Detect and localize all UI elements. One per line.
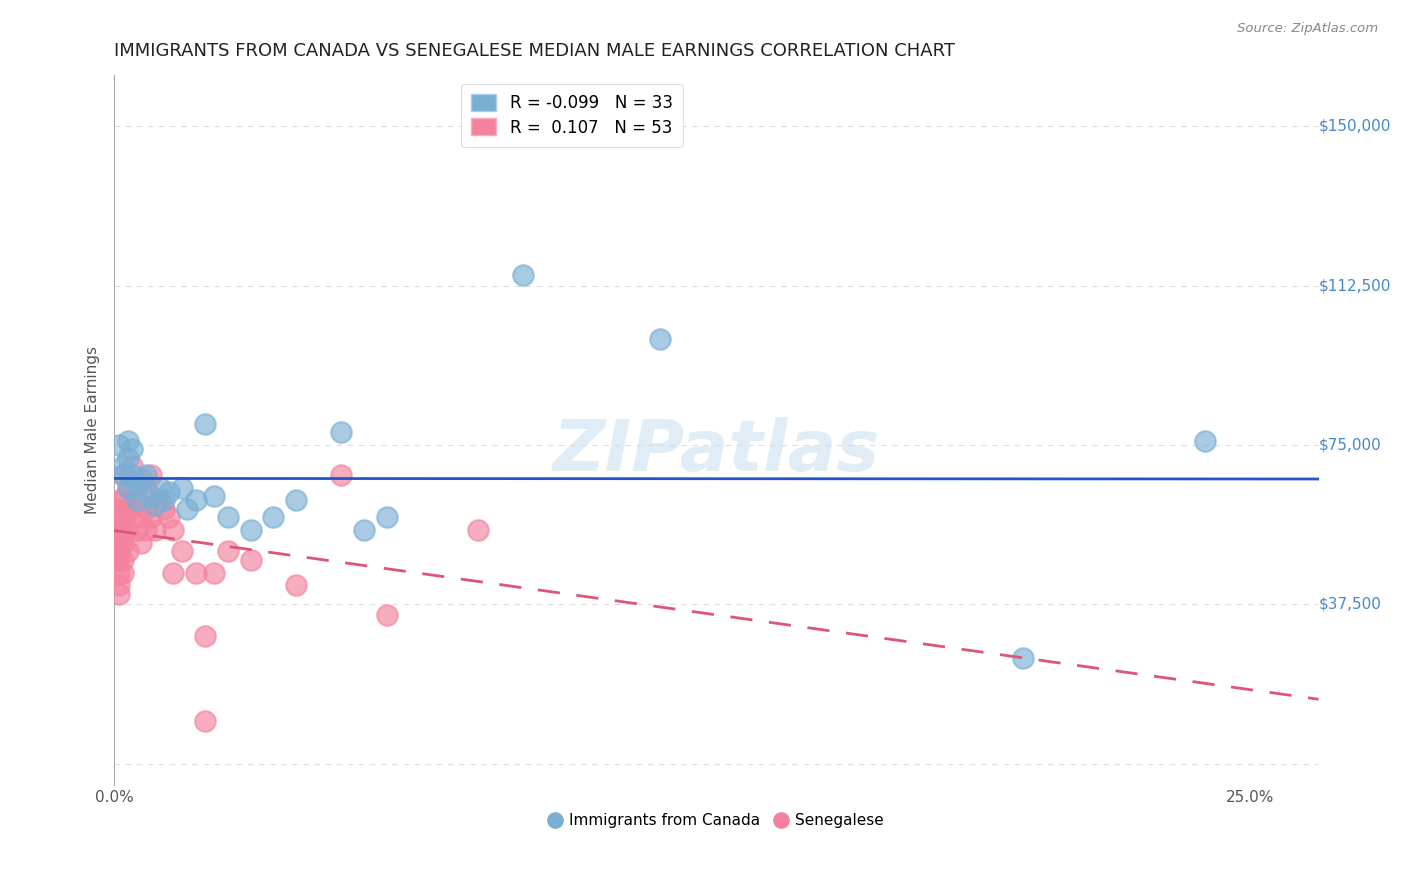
Point bbox=[125, 481, 148, 495]
Point bbox=[117, 434, 139, 448]
Point bbox=[121, 481, 143, 495]
Point bbox=[375, 510, 398, 524]
Point bbox=[135, 501, 157, 516]
Point bbox=[121, 501, 143, 516]
Point bbox=[107, 578, 129, 592]
Y-axis label: Median Male Earnings: Median Male Earnings bbox=[86, 346, 100, 514]
Point bbox=[184, 566, 207, 580]
Point bbox=[117, 450, 139, 465]
Point bbox=[512, 268, 534, 282]
Point bbox=[135, 481, 157, 495]
Point bbox=[194, 417, 217, 431]
Point bbox=[112, 467, 135, 482]
Point bbox=[353, 523, 375, 537]
Point bbox=[157, 510, 180, 524]
Point bbox=[194, 629, 217, 643]
Point bbox=[107, 553, 129, 567]
Point bbox=[107, 438, 129, 452]
Text: IMMIGRANTS FROM CANADA VS SENEGALESE MEDIAN MALE EARNINGS CORRELATION CHART: IMMIGRANTS FROM CANADA VS SENEGALESE MED… bbox=[114, 42, 955, 60]
Point bbox=[121, 467, 143, 482]
Point bbox=[202, 566, 225, 580]
Point bbox=[194, 714, 217, 729]
Point bbox=[112, 566, 135, 580]
Point bbox=[117, 481, 139, 495]
Legend: Immigrants from Canada, Senegalese: Immigrants from Canada, Senegalese bbox=[543, 807, 890, 834]
Text: $150,000: $150,000 bbox=[1319, 119, 1391, 134]
Point bbox=[125, 493, 148, 508]
Point bbox=[1012, 650, 1035, 665]
Point bbox=[107, 493, 129, 508]
Point bbox=[172, 481, 194, 495]
Point bbox=[375, 608, 398, 623]
Point bbox=[112, 459, 135, 474]
Point bbox=[162, 523, 184, 537]
Point bbox=[135, 523, 157, 537]
Point bbox=[117, 523, 139, 537]
Point bbox=[239, 553, 262, 567]
Point bbox=[157, 484, 180, 499]
Point bbox=[149, 493, 172, 508]
Point bbox=[107, 566, 129, 580]
Text: Source: ZipAtlas.com: Source: ZipAtlas.com bbox=[1237, 22, 1378, 36]
Point bbox=[467, 523, 489, 537]
Point bbox=[143, 498, 166, 512]
Point bbox=[117, 481, 139, 495]
Point bbox=[135, 467, 157, 482]
Point bbox=[139, 489, 162, 503]
Point bbox=[107, 523, 129, 537]
Point bbox=[107, 510, 129, 524]
Point bbox=[285, 493, 308, 508]
Point bbox=[162, 566, 184, 580]
Text: $112,500: $112,500 bbox=[1319, 278, 1391, 293]
Point bbox=[105, 501, 128, 516]
Point bbox=[285, 578, 308, 592]
Point bbox=[105, 536, 128, 550]
Point bbox=[112, 510, 135, 524]
Text: ZIPatlas: ZIPatlas bbox=[553, 417, 880, 486]
Point bbox=[117, 544, 139, 558]
Point bbox=[330, 467, 353, 482]
Point bbox=[149, 481, 172, 495]
Point bbox=[143, 523, 166, 537]
Point bbox=[117, 501, 139, 516]
Point bbox=[139, 467, 162, 482]
Point bbox=[105, 523, 128, 537]
Point bbox=[105, 553, 128, 567]
Point bbox=[131, 536, 153, 550]
Point bbox=[176, 501, 198, 516]
Point bbox=[121, 459, 143, 474]
Point bbox=[1194, 434, 1216, 448]
Point bbox=[121, 442, 143, 457]
Point bbox=[125, 493, 148, 508]
Text: $37,500: $37,500 bbox=[1319, 597, 1382, 612]
Point bbox=[139, 510, 162, 524]
Point bbox=[125, 523, 148, 537]
Point bbox=[153, 501, 176, 516]
Point bbox=[217, 544, 239, 558]
Point bbox=[112, 467, 135, 482]
Point bbox=[184, 493, 207, 508]
Point bbox=[330, 425, 353, 440]
Point bbox=[172, 544, 194, 558]
Point bbox=[153, 493, 176, 508]
Point bbox=[112, 553, 135, 567]
Point bbox=[112, 536, 135, 550]
Point bbox=[648, 332, 671, 346]
Text: $75,000: $75,000 bbox=[1319, 437, 1381, 452]
Point bbox=[107, 587, 129, 601]
Point bbox=[112, 493, 135, 508]
Point bbox=[202, 489, 225, 503]
Point bbox=[239, 523, 262, 537]
Point bbox=[131, 472, 153, 486]
Point bbox=[112, 523, 135, 537]
Point bbox=[131, 510, 153, 524]
Point bbox=[107, 536, 129, 550]
Point bbox=[262, 510, 284, 524]
Point bbox=[107, 544, 129, 558]
Point bbox=[217, 510, 239, 524]
